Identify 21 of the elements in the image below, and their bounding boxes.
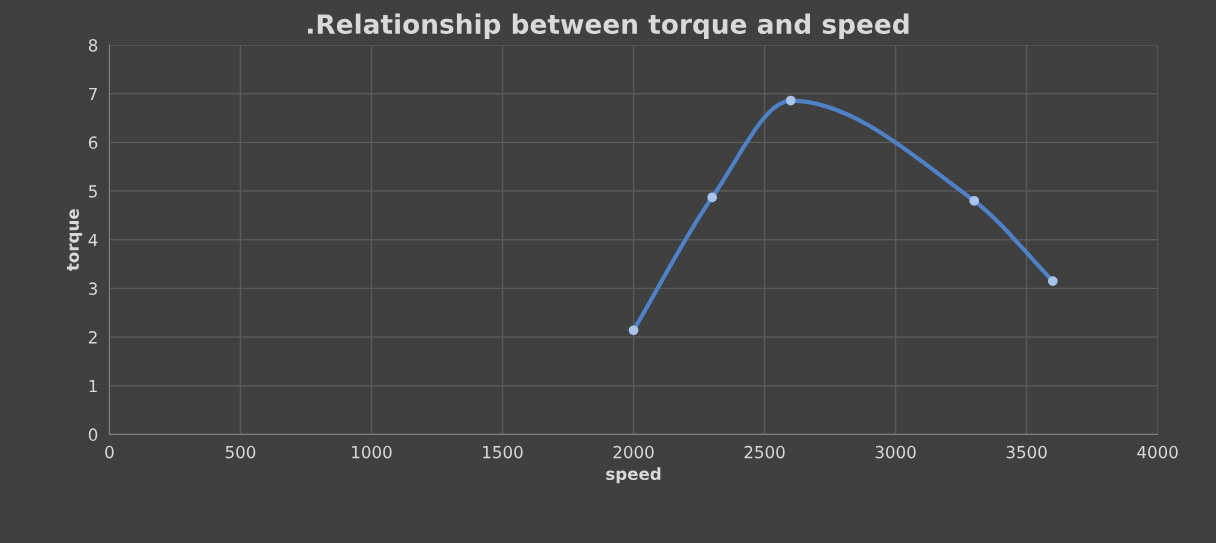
x-tick-label: 3000: [875, 445, 916, 459]
x-tick-label: 2500: [744, 445, 785, 459]
y-tick-label: 7: [89, 87, 97, 101]
x-tick-label: 0: [105, 445, 114, 459]
x-tick-label: 1000: [352, 445, 392, 459]
x-tick-label: 4000: [1137, 445, 1178, 459]
y-tick-label: 2: [88, 331, 97, 344]
y-tick-label: 3: [89, 282, 97, 295]
x-tick-label: 2000: [613, 445, 654, 459]
y-tick-label: 5: [89, 185, 97, 198]
y-tick-label: 6: [88, 136, 98, 149]
y-tick-label: 1: [89, 379, 97, 393]
x-tick-label: 500: [225, 445, 256, 459]
x-tick-label: 3500: [1006, 445, 1047, 459]
y-tick-label: 4: [88, 233, 98, 247]
x-axis-title: speed: [606, 467, 661, 484]
y-tick-label: 0: [88, 428, 98, 441]
chart-title: .Relationship between torque and speed: [308, 13, 909, 40]
y-axis-title: torque: [67, 209, 83, 271]
y-tick-label: 8: [88, 39, 98, 52]
x-tick-label: 1500: [483, 445, 523, 459]
